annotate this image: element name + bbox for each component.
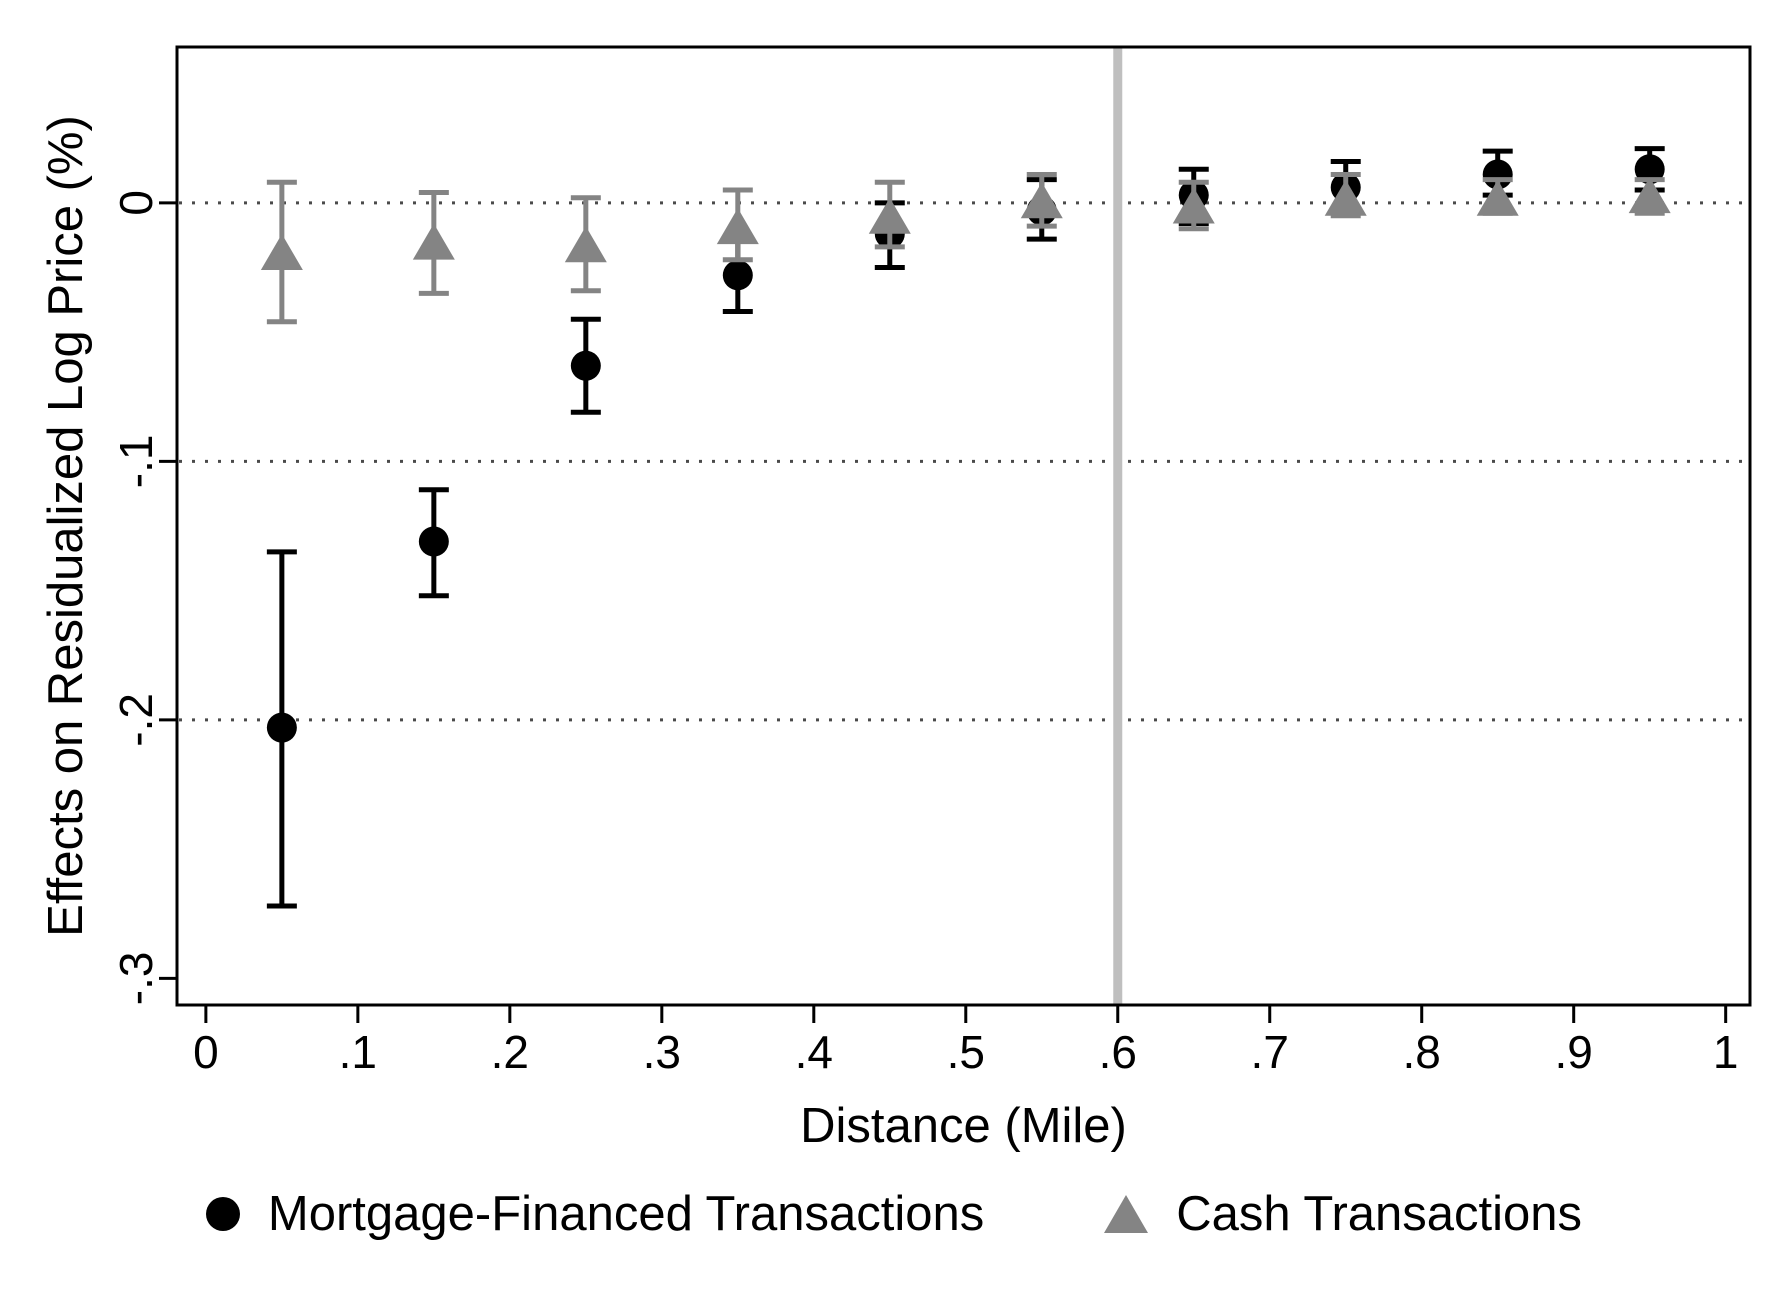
- data-point-triangle: [1476, 179, 1519, 216]
- data-point-circle: [1634, 154, 1665, 185]
- x-tick-label: 1: [1713, 1026, 1739, 1078]
- data-point-triangle: [1020, 182, 1063, 219]
- x-tick-label: .4: [795, 1026, 833, 1078]
- legend-label-cash: Cash Transactions: [1176, 1187, 1583, 1241]
- legend: Mortgage-Financed Transactions Cash Tran…: [0, 1186, 1786, 1242]
- legend-label-mortgage: Mortgage-Financed Transactions: [267, 1187, 985, 1241]
- data-point-triangle: [1324, 179, 1367, 216]
- legend-item-mortgage: Mortgage-Financed Transactions: [204, 1186, 984, 1242]
- x-tick-label: .3: [643, 1026, 681, 1078]
- y-axis-title: Effects on Residualized Log Price (%): [39, 115, 93, 937]
- y-tick-label: -.3: [110, 952, 162, 1006]
- data-point-triangle: [412, 223, 455, 260]
- y-tick-label: 0: [110, 190, 162, 216]
- x-axis-title: Distance (Mile): [800, 1099, 1127, 1153]
- x-tick-label: .1: [339, 1026, 377, 1078]
- y-tick-label: -.2: [110, 693, 162, 747]
- x-tick-label: .5: [947, 1026, 985, 1078]
- x-tick-label: .9: [1555, 1026, 1593, 1078]
- y-tick-label: -.1: [110, 435, 162, 489]
- data-point-triangle: [1628, 177, 1671, 214]
- x-tick-label: .8: [1403, 1026, 1441, 1078]
- x-tick-label: .2: [491, 1026, 529, 1078]
- data-point-triangle: [868, 197, 911, 234]
- x-tick-label: .7: [1251, 1026, 1289, 1078]
- data-point-circle: [570, 350, 601, 381]
- x-tick-label: 0: [193, 1026, 219, 1078]
- triangle-marker-icon: [1104, 1195, 1149, 1233]
- data-point-circle: [722, 260, 753, 291]
- circle-marker-icon: [205, 1197, 240, 1231]
- legend-item-cash: Cash Transactions: [1102, 1186, 1582, 1242]
- data-point-triangle: [260, 233, 303, 270]
- data-point-circle: [418, 526, 449, 557]
- data-point-triangle: [564, 226, 607, 263]
- x-tick-label: .6: [1099, 1026, 1137, 1078]
- data-point-triangle: [1172, 187, 1215, 224]
- plot-frame: [175, 45, 1752, 1007]
- data-point-triangle: [716, 208, 759, 245]
- data-point-circle: [266, 712, 297, 743]
